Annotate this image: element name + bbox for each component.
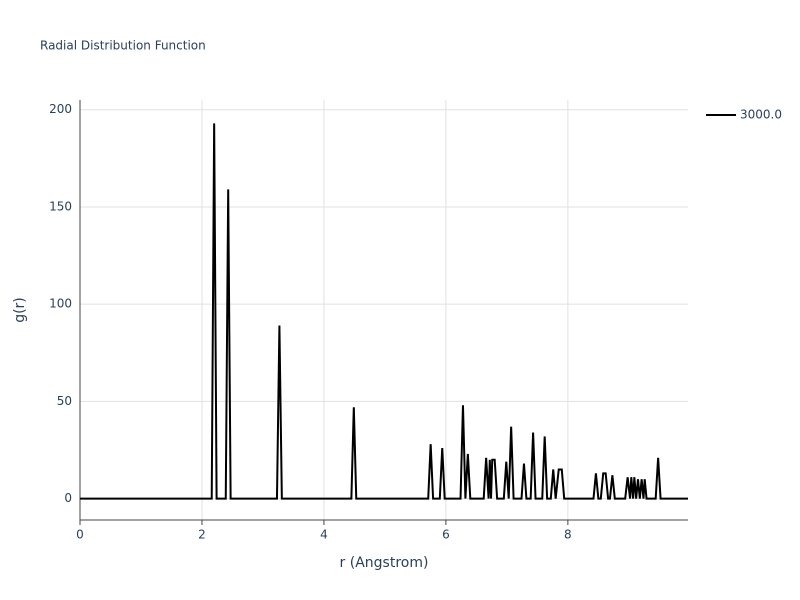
chart-title: Radial Distribution Function bbox=[40, 39, 206, 53]
x-tick-label: 4 bbox=[320, 528, 328, 542]
x-tick-label: 6 bbox=[442, 528, 450, 542]
y-axis-label: g(r) bbox=[12, 297, 28, 323]
legend-label: 3000.0 bbox=[740, 108, 782, 122]
data-line bbox=[80, 123, 688, 500]
y-tick-label: 150 bbox=[49, 199, 72, 213]
x-tick-label: 2 bbox=[198, 528, 206, 542]
y-tick-label: 200 bbox=[49, 102, 72, 116]
x-tick-label: 8 bbox=[564, 528, 572, 542]
y-tick-label: 0 bbox=[64, 491, 72, 505]
y-tick-label: 100 bbox=[49, 297, 72, 311]
x-tick-label: 0 bbox=[76, 528, 84, 542]
y-tick-label: 50 bbox=[57, 394, 72, 408]
x-axis-label: r (Angstrom) bbox=[340, 555, 429, 571]
